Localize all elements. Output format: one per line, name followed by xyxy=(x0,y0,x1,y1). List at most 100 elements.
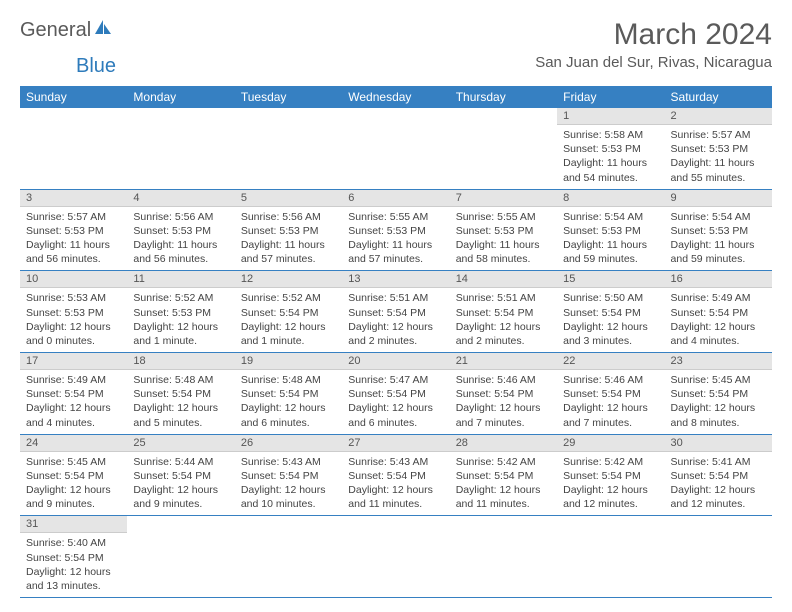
day-details: Sunrise: 5:55 AMSunset: 5:53 PMDaylight:… xyxy=(450,207,557,271)
day-details: Sunrise: 5:43 AMSunset: 5:54 PMDaylight:… xyxy=(235,452,342,516)
day-number: 15 xyxy=(557,271,664,288)
day-details: Sunrise: 5:46 AMSunset: 5:54 PMDaylight:… xyxy=(557,370,664,434)
day-details: Sunrise: 5:40 AMSunset: 5:54 PMDaylight:… xyxy=(20,533,127,597)
day-number: 12 xyxy=(235,271,342,288)
day-number: 27 xyxy=(342,435,449,452)
calendar-day-cell: 19Sunrise: 5:48 AMSunset: 5:54 PMDayligh… xyxy=(235,353,342,435)
day-number: 24 xyxy=(20,435,127,452)
day-details: Sunrise: 5:47 AMSunset: 5:54 PMDaylight:… xyxy=(342,370,449,434)
day-details: Sunrise: 5:52 AMSunset: 5:53 PMDaylight:… xyxy=(127,288,234,352)
day-details: Sunrise: 5:58 AMSunset: 5:53 PMDaylight:… xyxy=(557,125,664,189)
calendar-row: 10Sunrise: 5:53 AMSunset: 5:53 PMDayligh… xyxy=(20,271,772,353)
day-details: Sunrise: 5:57 AMSunset: 5:53 PMDaylight:… xyxy=(20,207,127,271)
calendar-empty-cell xyxy=(127,516,234,598)
day-details: Sunrise: 5:53 AMSunset: 5:53 PMDaylight:… xyxy=(20,288,127,352)
logo-text-2: Blue xyxy=(76,55,116,77)
day-details: Sunrise: 5:42 AMSunset: 5:54 PMDaylight:… xyxy=(450,452,557,516)
day-details: Sunrise: 5:49 AMSunset: 5:54 PMDaylight:… xyxy=(20,370,127,434)
day-number: 2 xyxy=(665,108,772,125)
calendar-day-cell: 26Sunrise: 5:43 AMSunset: 5:54 PMDayligh… xyxy=(235,434,342,516)
weekday-header: Thursday xyxy=(450,86,557,108)
day-details: Sunrise: 5:46 AMSunset: 5:54 PMDaylight:… xyxy=(450,370,557,434)
calendar-day-cell: 6Sunrise: 5:55 AMSunset: 5:53 PMDaylight… xyxy=(342,189,449,271)
calendar-empty-cell xyxy=(665,516,772,598)
calendar-day-cell: 3Sunrise: 5:57 AMSunset: 5:53 PMDaylight… xyxy=(20,189,127,271)
calendar-row: 24Sunrise: 5:45 AMSunset: 5:54 PMDayligh… xyxy=(20,434,772,516)
day-number: 19 xyxy=(235,353,342,370)
calendar-body: 1Sunrise: 5:58 AMSunset: 5:53 PMDaylight… xyxy=(20,108,772,598)
calendar-day-cell: 9Sunrise: 5:54 AMSunset: 5:53 PMDaylight… xyxy=(665,189,772,271)
calendar-day-cell: 7Sunrise: 5:55 AMSunset: 5:53 PMDaylight… xyxy=(450,189,557,271)
calendar-day-cell: 21Sunrise: 5:46 AMSunset: 5:54 PMDayligh… xyxy=(450,353,557,435)
calendar-empty-cell xyxy=(342,516,449,598)
day-details: Sunrise: 5:54 AMSunset: 5:53 PMDaylight:… xyxy=(665,207,772,271)
calendar-row: 3Sunrise: 5:57 AMSunset: 5:53 PMDaylight… xyxy=(20,189,772,271)
day-details: Sunrise: 5:44 AMSunset: 5:54 PMDaylight:… xyxy=(127,452,234,516)
day-number: 21 xyxy=(450,353,557,370)
weekday-header: Tuesday xyxy=(235,86,342,108)
day-number: 17 xyxy=(20,353,127,370)
day-number: 31 xyxy=(20,516,127,533)
calendar-empty-cell xyxy=(342,108,449,189)
calendar-day-cell: 29Sunrise: 5:42 AMSunset: 5:54 PMDayligh… xyxy=(557,434,664,516)
calendar-day-cell: 11Sunrise: 5:52 AMSunset: 5:53 PMDayligh… xyxy=(127,271,234,353)
calendar-empty-cell xyxy=(127,108,234,189)
day-details: Sunrise: 5:51 AMSunset: 5:54 PMDaylight:… xyxy=(342,288,449,352)
sail-icon xyxy=(93,18,113,42)
calendar-day-cell: 13Sunrise: 5:51 AMSunset: 5:54 PMDayligh… xyxy=(342,271,449,353)
weekday-header: Friday xyxy=(557,86,664,108)
day-details: Sunrise: 5:56 AMSunset: 5:53 PMDaylight:… xyxy=(235,207,342,271)
day-details: Sunrise: 5:57 AMSunset: 5:53 PMDaylight:… xyxy=(665,125,772,189)
day-details: Sunrise: 5:50 AMSunset: 5:54 PMDaylight:… xyxy=(557,288,664,352)
day-details: Sunrise: 5:48 AMSunset: 5:54 PMDaylight:… xyxy=(127,370,234,434)
calendar-day-cell: 18Sunrise: 5:48 AMSunset: 5:54 PMDayligh… xyxy=(127,353,234,435)
day-number: 14 xyxy=(450,271,557,288)
calendar-day-cell: 5Sunrise: 5:56 AMSunset: 5:53 PMDaylight… xyxy=(235,189,342,271)
calendar-day-cell: 25Sunrise: 5:44 AMSunset: 5:54 PMDayligh… xyxy=(127,434,234,516)
day-number: 25 xyxy=(127,435,234,452)
calendar-day-cell: 27Sunrise: 5:43 AMSunset: 5:54 PMDayligh… xyxy=(342,434,449,516)
page-title: March 2024 xyxy=(535,18,772,52)
weekday-header: Sunday xyxy=(20,86,127,108)
day-details: Sunrise: 5:45 AMSunset: 5:54 PMDaylight:… xyxy=(20,452,127,516)
weekday-header: Wednesday xyxy=(342,86,449,108)
calendar-day-cell: 10Sunrise: 5:53 AMSunset: 5:53 PMDayligh… xyxy=(20,271,127,353)
day-number: 30 xyxy=(665,435,772,452)
calendar-day-cell: 23Sunrise: 5:45 AMSunset: 5:54 PMDayligh… xyxy=(665,353,772,435)
day-number: 5 xyxy=(235,190,342,207)
weekday-header: Monday xyxy=(127,86,234,108)
day-number: 29 xyxy=(557,435,664,452)
day-number: 16 xyxy=(665,271,772,288)
day-details: Sunrise: 5:48 AMSunset: 5:54 PMDaylight:… xyxy=(235,370,342,434)
day-number: 28 xyxy=(450,435,557,452)
day-number: 22 xyxy=(557,353,664,370)
day-number: 7 xyxy=(450,190,557,207)
weekday-header-row: SundayMondayTuesdayWednesdayThursdayFrid… xyxy=(20,86,772,108)
day-details: Sunrise: 5:49 AMSunset: 5:54 PMDaylight:… xyxy=(665,288,772,352)
calendar-day-cell: 12Sunrise: 5:52 AMSunset: 5:54 PMDayligh… xyxy=(235,271,342,353)
day-details: Sunrise: 5:41 AMSunset: 5:54 PMDaylight:… xyxy=(665,452,772,516)
calendar-day-cell: 28Sunrise: 5:42 AMSunset: 5:54 PMDayligh… xyxy=(450,434,557,516)
day-number: 6 xyxy=(342,190,449,207)
calendar-day-cell: 24Sunrise: 5:45 AMSunset: 5:54 PMDayligh… xyxy=(20,434,127,516)
calendar-table: SundayMondayTuesdayWednesdayThursdayFrid… xyxy=(20,86,772,598)
logo: General xyxy=(20,18,113,42)
calendar-empty-cell xyxy=(20,108,127,189)
day-details: Sunrise: 5:54 AMSunset: 5:53 PMDaylight:… xyxy=(557,207,664,271)
calendar-day-cell: 14Sunrise: 5:51 AMSunset: 5:54 PMDayligh… xyxy=(450,271,557,353)
day-number: 26 xyxy=(235,435,342,452)
day-details: Sunrise: 5:43 AMSunset: 5:54 PMDaylight:… xyxy=(342,452,449,516)
calendar-empty-cell xyxy=(557,516,664,598)
calendar-day-cell: 31Sunrise: 5:40 AMSunset: 5:54 PMDayligh… xyxy=(20,516,127,598)
weekday-header: Saturday xyxy=(665,86,772,108)
day-number: 11 xyxy=(127,271,234,288)
day-number: 18 xyxy=(127,353,234,370)
calendar-day-cell: 15Sunrise: 5:50 AMSunset: 5:54 PMDayligh… xyxy=(557,271,664,353)
calendar-row: 31Sunrise: 5:40 AMSunset: 5:54 PMDayligh… xyxy=(20,516,772,598)
calendar-empty-cell xyxy=(235,516,342,598)
day-number: 23 xyxy=(665,353,772,370)
day-number: 3 xyxy=(20,190,127,207)
day-details: Sunrise: 5:52 AMSunset: 5:54 PMDaylight:… xyxy=(235,288,342,352)
calendar-day-cell: 20Sunrise: 5:47 AMSunset: 5:54 PMDayligh… xyxy=(342,353,449,435)
calendar-day-cell: 16Sunrise: 5:49 AMSunset: 5:54 PMDayligh… xyxy=(665,271,772,353)
